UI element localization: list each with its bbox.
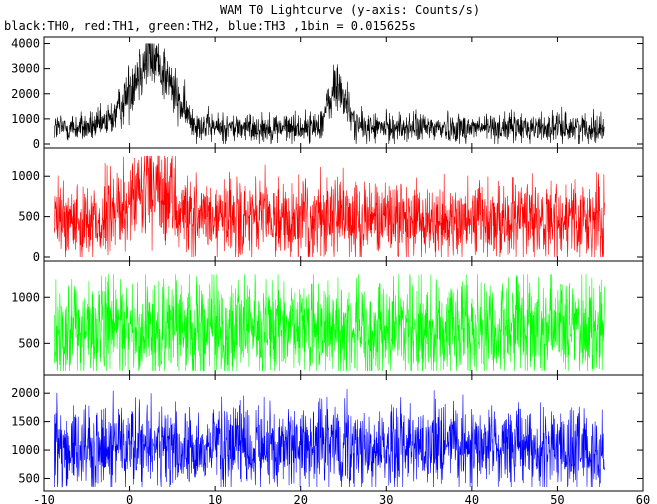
panels-layer: 0 1000 2000 3000 4000 0 500 1000 500 1000 500 1000 1… xyxy=(11,36,644,492)
y-tick-label: 1000 xyxy=(11,112,40,126)
x-tick-label: -10 xyxy=(33,493,55,504)
x-tick-label: 20 xyxy=(293,493,307,504)
y-tick-label: 500 xyxy=(18,336,40,350)
panel-th0: 0 1000 2000 3000 4000 xyxy=(11,36,644,151)
y-tick-label: 1000 xyxy=(11,169,40,183)
series-th1 xyxy=(53,155,605,258)
y-tick-label: 0 xyxy=(33,137,40,151)
chart-subtitle: black:TH0, red:TH1, green:TH2, blue:TH3 … xyxy=(4,19,416,33)
y-tick-label: 2000 xyxy=(11,386,40,400)
y-tick-label: 1500 xyxy=(11,415,40,429)
series-th0 xyxy=(53,43,605,145)
y-tick-label: 2000 xyxy=(11,87,40,101)
panel-th1: 0 500 1000 xyxy=(11,147,644,264)
x-tick-label: 0 xyxy=(126,493,133,504)
chart-title: WAM T0 Lightcurve (y-axis: Counts/s) xyxy=(220,3,480,17)
y-tick-label: 500 xyxy=(18,210,40,224)
x-tick-label: 50 xyxy=(550,493,564,504)
series-th2 xyxy=(53,274,605,372)
x-tick-label: 10 xyxy=(208,493,222,504)
panel-frame xyxy=(43,374,644,492)
series-th3 xyxy=(53,389,605,488)
panel-th3: 500 1000 1500 2000 xyxy=(11,374,644,492)
y-tick-label: 1000 xyxy=(11,290,40,304)
x-axis: -10 0 10 20 30 40 50 60 xyxy=(33,493,650,504)
x-tick-label: 30 xyxy=(379,493,393,504)
x-tick-label: 40 xyxy=(465,493,479,504)
y-tick-label: 4000 xyxy=(11,37,40,51)
y-tick-label: 3000 xyxy=(11,62,40,76)
y-tick-label: 0 xyxy=(33,250,40,264)
y-tick-label: 500 xyxy=(18,471,40,485)
panel-th2: 500 1000 xyxy=(11,260,644,376)
y-tick-label: 1000 xyxy=(11,443,40,457)
x-tick-label: 60 xyxy=(636,493,650,504)
